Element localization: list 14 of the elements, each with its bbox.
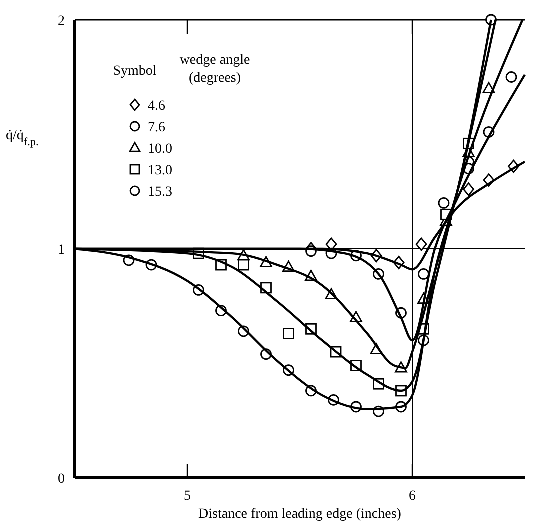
y-tick-label: 1 xyxy=(58,243,65,258)
x-axis-title: Distance from leading edge (inches) xyxy=(198,507,402,522)
annotation: Symbol xyxy=(113,64,157,79)
legend-label: 13.0 xyxy=(148,164,172,178)
y-axis-title: q̇/q̇$_{f.p.}$ xyxy=(6,128,40,148)
y-tick-label: 0 xyxy=(58,472,65,487)
legend-label: 4.6 xyxy=(148,99,166,114)
x-tick-label: 5 xyxy=(184,489,191,504)
legend-title: wedge angle (degrees) xyxy=(180,53,250,86)
legend-label: 7.6 xyxy=(148,120,166,136)
x-tick-label: 6 xyxy=(409,489,416,504)
legend-label: 15.3 xyxy=(148,185,172,200)
legend-label: 10.0 xyxy=(148,142,172,157)
y-tick-label: 2 xyxy=(58,14,65,29)
